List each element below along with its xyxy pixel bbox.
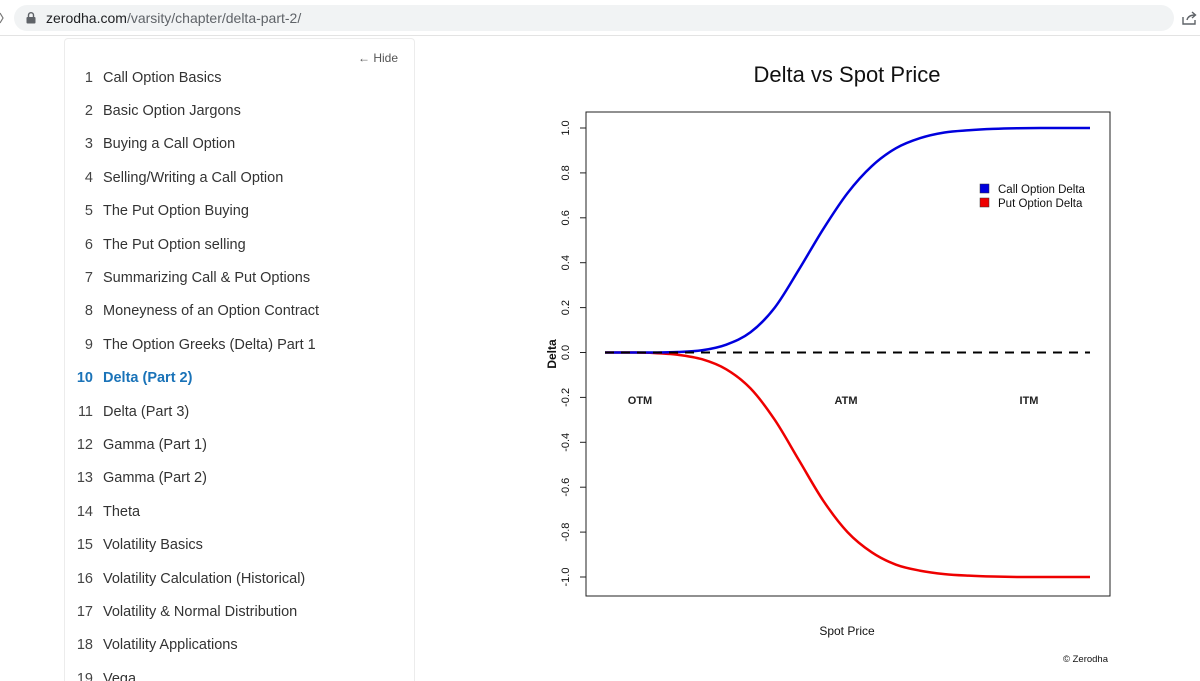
url-host: zerodha.com	[46, 10, 127, 26]
chapter-title: Volatility Calculation (Historical)	[103, 570, 306, 587]
chapter-item-5[interactable]: 5 The Put Option Buying	[65, 195, 414, 228]
chapter-item-10[interactable]: 10 Delta (Part 2)	[65, 362, 414, 395]
chapter-number: 12	[76, 436, 93, 453]
chapter-title: Basic Option Jargons	[103, 103, 241, 120]
chapter-number: 2	[84, 103, 93, 120]
chapter-item-7[interactable]: 7 Summarizing Call & Put Options	[65, 261, 414, 294]
chapter-item-8[interactable]: 8 Moneyness of an Option Contract	[65, 295, 414, 328]
chapter-number: 14	[76, 503, 93, 520]
address-bar[interactable]: zerodha.com/varsity/chapter/delta-part-2…	[14, 5, 1174, 31]
chapter-title: Volatility & Normal Distribution	[103, 603, 298, 620]
region-label-itm: ITM	[1020, 395, 1039, 407]
call-delta-line	[605, 126, 1090, 354]
back-edge-icon[interactable]	[0, 12, 4, 24]
chapter-number: 7	[84, 270, 93, 287]
y-tick-label: 0.2	[560, 300, 572, 315]
chapter-title: Gamma (Part 2)	[103, 470, 207, 487]
y-tick-label: -0.4	[560, 433, 572, 452]
delta-chart-svg: Delta vs Spot Price -1.0 -0.8 -0.6 -0.4 -0.2…	[545, 62, 1111, 665]
chapter-item-3[interactable]: 3 Buying a Call Option	[65, 128, 414, 161]
y-tick-label: 0.0	[560, 345, 572, 360]
chapter-item-13[interactable]: 13 Gamma (Part 2)	[65, 462, 414, 495]
chapter-title: Delta (Part 2)	[103, 370, 193, 387]
chapter-number: 6	[84, 236, 93, 253]
y-axis-label: Delta	[545, 339, 559, 369]
share-icon[interactable]	[1182, 11, 1198, 25]
chapter-item-14[interactable]: 14 Theta	[65, 495, 414, 528]
chapter-number: 18	[76, 637, 93, 654]
x-axis-label: Spot Price	[819, 624, 875, 638]
chapter-number: 4	[84, 169, 93, 186]
chapter-item-15[interactable]: 15 Volatility Basics	[65, 528, 414, 561]
chart-title: Delta vs Spot Price	[753, 62, 940, 87]
chapter-item-1[interactable]: 1 Call Option Basics	[65, 61, 414, 94]
chapter-number: 10	[76, 370, 93, 387]
legend-label-call: Call Option Delta	[998, 184, 1086, 196]
chapter-title: Delta (Part 3)	[103, 403, 190, 420]
chapter-title: The Option Greeks (Delta) Part 1	[103, 336, 316, 353]
delta-chart: Delta vs Spot Price -1.0 -0.8 -0.6 -0.4 -0.2…	[530, 50, 1170, 680]
chapter-item-4[interactable]: 4 Selling/Writing a Call Option	[65, 161, 414, 194]
chapter-number: 8	[84, 303, 93, 320]
chapter-number: 5	[84, 203, 93, 220]
y-tick-label: -0.6	[560, 478, 572, 497]
chapter-title: The Put Option Buying	[103, 203, 249, 220]
chapter-title: Gamma (Part 1)	[103, 436, 207, 453]
chapter-item-16[interactable]: 16 Volatility Calculation (Historical)	[65, 562, 414, 595]
put-delta-line	[604, 351, 1090, 579]
chart-credit: © Zerodha	[1063, 654, 1109, 665]
chapter-title: Summarizing Call & Put Options	[103, 270, 311, 287]
chapter-number: 16	[76, 570, 93, 587]
chapter-number: 17	[76, 603, 93, 620]
chapter-item-9[interactable]: 9 The Option Greeks (Delta) Part 1	[65, 328, 414, 361]
y-tick-label: 0.8	[560, 165, 572, 180]
chapter-title: Volatility Applications	[103, 637, 238, 654]
browser-toolbar: zerodha.com/varsity/chapter/delta-part-2…	[0, 0, 1200, 36]
chapter-title: Buying a Call Option	[103, 136, 236, 153]
y-tick-label: -0.8	[560, 523, 572, 542]
chapter-title: Selling/Writing a Call Option	[103, 169, 284, 186]
chapter-number: 13	[76, 470, 93, 487]
url-text[interactable]: zerodha.com/varsity/chapter/delta-part-2…	[46, 10, 301, 26]
chapter-title: Call Option Basics	[103, 69, 222, 86]
y-axis: -1.0 -0.8 -0.6 -0.4 -0.2 0.0 0.2 0.4 0.6 0.8 1.0	[560, 120, 587, 587]
y-tick-label: 0.6	[560, 210, 572, 225]
chapter-number: 3	[84, 136, 93, 153]
chapter-title: Theta	[103, 503, 141, 520]
chapter-item-6[interactable]: 6 The Put Option selling	[65, 228, 414, 261]
chapter-sidebar: ← Hide 1 Call Option Basics 2 Basic Option …	[64, 38, 415, 681]
chapter-list: 1 Call Option Basics 2 Basic Option Jargons…	[65, 61, 414, 681]
y-tick-label: 0.4	[560, 255, 572, 270]
chart-legend: Call Option Delta Put Option Delta	[979, 183, 1086, 210]
chapter-item-18[interactable]: 18 Volatility Applications	[65, 629, 414, 662]
lock-icon[interactable]	[26, 12, 36, 24]
chapter-number: 11	[77, 403, 93, 420]
chapter-item-12[interactable]: 12 Gamma (Part 1)	[65, 428, 414, 461]
region-label-atm: ATM	[834, 395, 857, 407]
y-tick-label: -0.2	[560, 388, 572, 407]
chapter-title: The Put Option selling	[103, 236, 246, 253]
chapter-title: Moneyness of an Option Contract	[103, 303, 320, 320]
series-layer	[604, 126, 1090, 579]
chapter-number: 15	[76, 537, 93, 554]
chapter-number: 9	[84, 336, 93, 353]
url-path: /varsity/chapter/delta-part-2/	[126, 10, 302, 26]
chapter-number: 1	[84, 69, 93, 86]
region-label-otm: OTM	[628, 395, 652, 407]
chapter-item-19[interactable]: 19 Vega	[65, 662, 414, 681]
hide-sidebar-button[interactable]: ← Hide	[357, 51, 398, 65]
chapter-title: Vega	[103, 670, 137, 681]
legend-swatch-put	[979, 197, 990, 208]
chapter-title: Volatility Basics	[103, 537, 203, 554]
chapter-item-2[interactable]: 2 Basic Option Jargons	[65, 94, 414, 127]
chapter-item-17[interactable]: 17 Volatility & Normal Distribution	[65, 595, 414, 628]
y-tick-label: -1.0	[560, 568, 572, 587]
chapter-item-11[interactable]: 11 Delta (Part 3)	[65, 395, 414, 428]
legend-label-put: Put Option Delta	[998, 198, 1083, 210]
chapter-number: 19	[76, 670, 93, 681]
y-tick-label: 1.0	[560, 120, 572, 135]
legend-swatch-call	[979, 183, 990, 194]
